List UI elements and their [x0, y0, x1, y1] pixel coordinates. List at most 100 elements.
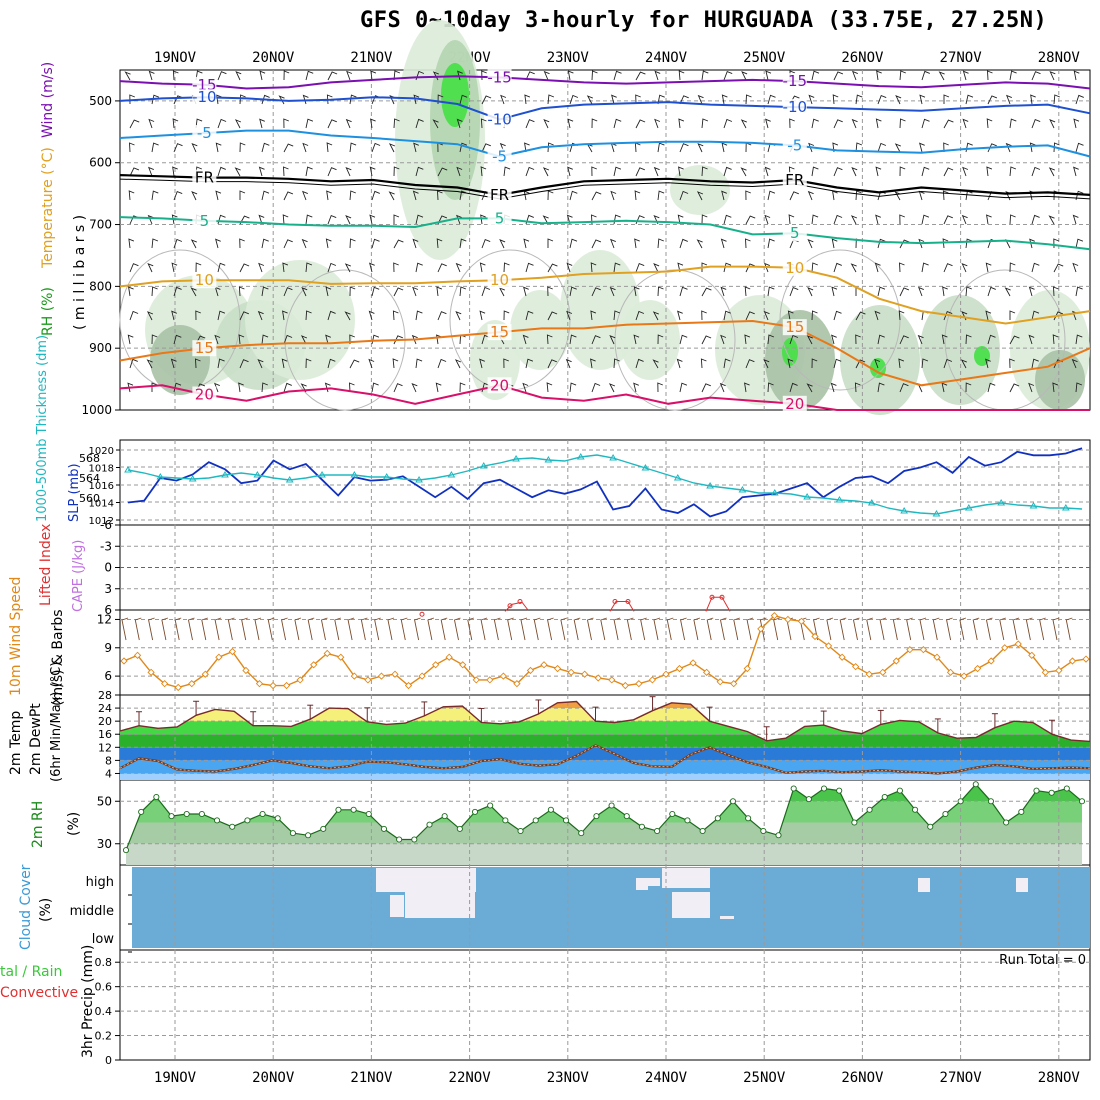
- bottom-date-label: 23NOV: [547, 1070, 590, 1086]
- y-tick-label: 12: [98, 741, 112, 754]
- wind-barb: [833, 310, 842, 321]
- wind-barb: [370, 118, 376, 129]
- wind-barb: [613, 262, 621, 273]
- wind-barb: [723, 214, 732, 225]
- rh-marker: [836, 787, 843, 794]
- wind-barb: [1075, 94, 1084, 105]
- wind-barb: [721, 190, 727, 201]
- wind-barb: [148, 118, 155, 129]
- wind-barb: [436, 286, 443, 297]
- wind-barb: [217, 71, 227, 81]
- wind-barb: [590, 262, 597, 273]
- wind-barb: [850, 263, 857, 273]
- wind-barb: [875, 214, 881, 225]
- thickness-marker: [738, 486, 747, 493]
- wind-barb: [898, 358, 905, 369]
- wind-barb: [965, 286, 972, 297]
- wind-barb: [239, 263, 250, 273]
- rh-marker: [942, 810, 949, 818]
- wind-barb: [918, 238, 925, 249]
- rh-marker: [927, 823, 934, 830]
- wind-barb: [349, 94, 357, 105]
- wind-barb: [591, 287, 601, 297]
- wind-barb: [855, 359, 866, 369]
- wind10m-barb: [400, 617, 408, 641]
- bottom-date-label: 21NOV: [350, 1070, 393, 1086]
- wind-barb: [943, 142, 949, 153]
- panel-frames: [119, 69, 1091, 1061]
- wind10m-ylabel: 10m Wind Speed: [8, 577, 24, 696]
- wind-barb: [788, 214, 795, 225]
- lifted-line: [609, 601, 635, 612]
- wind-barb: [634, 238, 640, 249]
- wind-barb: [1031, 119, 1041, 129]
- wind-barb: [1053, 142, 1060, 153]
- wind-barb: [349, 359, 360, 369]
- wind-barb: [832, 190, 838, 201]
- wind10m-marker: [797, 617, 806, 625]
- wind-barb: [393, 287, 404, 297]
- run-total-label: Run Total = 0: [999, 953, 1086, 968]
- wind-barb: [415, 166, 424, 177]
- wind-barb: [701, 287, 712, 297]
- wind10m-marker: [147, 668, 155, 676]
- wind10m-barb: [906, 617, 913, 641]
- wind-barb: [855, 142, 863, 153]
- wind-barb: [608, 383, 616, 393]
- wind-barb: [721, 94, 728, 105]
- wind-barb: [679, 382, 688, 393]
- thickness-tick-label: 568: [79, 452, 100, 465]
- contour-label-bg: [782, 395, 807, 412]
- wind10m-barb: [852, 617, 860, 641]
- wind-barb: [633, 334, 640, 345]
- wind-barb: [191, 142, 198, 153]
- wind-barb: [151, 190, 159, 201]
- wind-barb: [261, 190, 270, 201]
- dewpt-line: [119, 744, 1091, 775]
- contour-3: [119, 174, 1091, 197]
- contour-label: 5: [495, 209, 505, 227]
- wind-barb: [547, 142, 554, 153]
- wind-barb: [344, 263, 351, 273]
- wind-barb: [393, 239, 404, 249]
- wind10m-barb: [547, 617, 554, 641]
- wind-barb: [679, 334, 688, 345]
- wind10m-marker: [459, 661, 467, 669]
- contour-label: 10: [195, 271, 214, 289]
- wind-barb: [456, 118, 463, 129]
- wind-barb: [830, 382, 837, 393]
- wind-barb: [327, 167, 337, 177]
- dewpt2m-ylabel: 2m DewPt: [28, 703, 44, 775]
- wind-barb: [833, 71, 844, 81]
- wind-barb: [239, 142, 246, 153]
- contour-label: -10: [783, 98, 808, 116]
- wind10m-marker: [852, 663, 860, 671]
- wind-barb: [327, 262, 337, 273]
- top-date-label: 26NOV: [841, 50, 884, 66]
- rh-marker: [274, 815, 281, 822]
- wind-barb: [195, 310, 201, 321]
- wind10m-barb: [573, 617, 581, 641]
- wind-barb: [898, 310, 905, 321]
- wind-barb: [388, 191, 395, 201]
- rh-marker: [396, 836, 403, 843]
- wind-barb: [1053, 238, 1059, 249]
- wind-barb: [412, 238, 419, 249]
- wind-barb: [215, 142, 222, 153]
- wind10m-marker: [540, 661, 548, 669]
- wind-barb: [437, 190, 443, 201]
- wind-barb: [151, 94, 160, 105]
- wind-barb: [767, 382, 774, 393]
- thickness-marker: [156, 473, 165, 480]
- wind-barb: [635, 119, 646, 129]
- rh-marker: [729, 798, 737, 805]
- contour-1: [119, 96, 1091, 121]
- wind-barb: [701, 118, 709, 129]
- contour-label-bg: [192, 169, 217, 186]
- thickness-marker: [253, 471, 262, 478]
- wind-barb: [258, 262, 265, 273]
- wind-barb: [500, 94, 507, 105]
- contour-0: [119, 75, 1091, 90]
- wind-barb: [987, 143, 997, 153]
- wind-barb: [985, 262, 992, 273]
